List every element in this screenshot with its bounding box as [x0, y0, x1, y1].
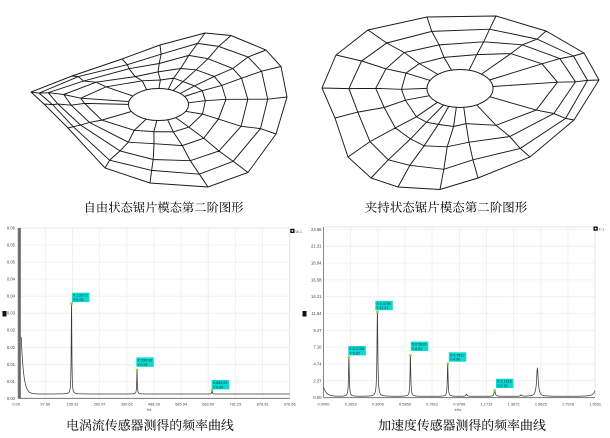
svg-text:Y:0.05: Y:0.05: [73, 298, 83, 302]
svg-text:X:0.1758: X:0.1758: [349, 347, 364, 351]
svg-text:0.04: 0.04: [7, 277, 16, 282]
svg-text:2.37: 2.37: [313, 378, 322, 383]
svg-text:0.0000: 0.0000: [318, 402, 331, 407]
svg-text:X:0.7812: X:0.7812: [450, 353, 465, 357]
svg-text:X:0.5820: X:0.5820: [412, 343, 427, 347]
svg-text:0.00: 0.00: [313, 395, 322, 400]
svg-text:X:683.59: X:683.59: [213, 381, 228, 385]
svg-text:Hz: Hz: [147, 407, 152, 412]
svg-text:0.02: 0.02: [7, 328, 16, 333]
svg-text:781.25: 781.25: [229, 402, 241, 407]
svg-text:0.05: 0.05: [7, 260, 16, 265]
svg-text:0.02: 0.02: [7, 345, 16, 350]
svg-text:0.00: 0.00: [7, 396, 16, 401]
svg-text:7.10: 7.10: [313, 345, 322, 350]
svg-text:Y:2.15: Y:2.15: [497, 384, 507, 388]
svg-text:11.84: 11.84: [311, 311, 322, 316]
svg-text:0.03: 0.03: [7, 311, 16, 316]
svg-text:976.56: 976.56: [284, 402, 296, 407]
svg-text:0.7812: 0.7812: [426, 402, 438, 407]
svg-text:488.28: 488.28: [148, 402, 160, 407]
svg-text:292.97: 292.97: [94, 402, 106, 407]
svg-text:4.74: 4.74: [313, 362, 322, 367]
svg-text:0.9766: 0.9766: [453, 402, 465, 407]
svg-text:Y:11.81: Y:11.81: [376, 306, 388, 310]
svg-text:390.62: 390.62: [121, 402, 133, 407]
svg-text:X:136.72: X:136.72: [73, 294, 88, 298]
svg-text:X:1.1816: X:1.1816: [497, 380, 512, 384]
svg-text:0.01: 0.01: [7, 362, 16, 367]
svg-text:X:0.3789: X:0.3789: [376, 302, 391, 306]
svg-text:195.31: 195.31: [67, 402, 79, 407]
svg-text:X:390.63: X:390.63: [137, 358, 152, 362]
svg-text:Y:6.21: Y:6.21: [412, 347, 422, 351]
svg-text:21.31: 21.31: [311, 244, 322, 249]
svg-text:F-1: F-1: [599, 228, 604, 232]
svg-text:0.1953: 0.1953: [345, 402, 357, 407]
svg-text:0.06: 0.06: [7, 226, 16, 231]
svg-text:14.21: 14.21: [311, 294, 322, 299]
svg-text:1.1719: 1.1719: [481, 402, 493, 407]
svg-text:0.3906: 0.3906: [372, 402, 384, 407]
svg-text:Y:5.82: Y:5.82: [349, 351, 359, 355]
svg-text:1.5625: 1.5625: [535, 402, 547, 407]
svg-text:Y:0.00: Y:0.00: [213, 385, 223, 389]
svg-text:23.68: 23.68: [311, 227, 322, 232]
svg-text:97.66: 97.66: [40, 402, 50, 407]
svg-text:0.04: 0.04: [7, 294, 16, 299]
svg-text:0.05: 0.05: [7, 243, 16, 248]
svg-text:W-1: W-1: [296, 230, 303, 234]
svg-text:1.9531: 1.9531: [589, 402, 601, 407]
svg-text:0.01: 0.01: [7, 379, 16, 384]
svg-text:Y:0.01: Y:0.01: [137, 363, 147, 367]
svg-text:0.5859: 0.5859: [399, 402, 411, 407]
svg-text:1.3672: 1.3672: [508, 402, 520, 407]
svg-text:kHz: kHz: [455, 407, 462, 412]
svg-text:878.91: 878.91: [257, 402, 269, 407]
svg-text:Y:4.96: Y:4.96: [450, 358, 460, 362]
svg-text:1.7578: 1.7578: [562, 402, 574, 407]
svg-text:585.94: 585.94: [175, 402, 188, 407]
svg-text:18.94: 18.94: [311, 261, 322, 266]
svg-text:683.59: 683.59: [202, 402, 214, 407]
svg-text:0.00: 0.00: [12, 402, 20, 407]
svg-text:9.47: 9.47: [313, 328, 322, 333]
svg-text:16.58: 16.58: [311, 277, 322, 282]
